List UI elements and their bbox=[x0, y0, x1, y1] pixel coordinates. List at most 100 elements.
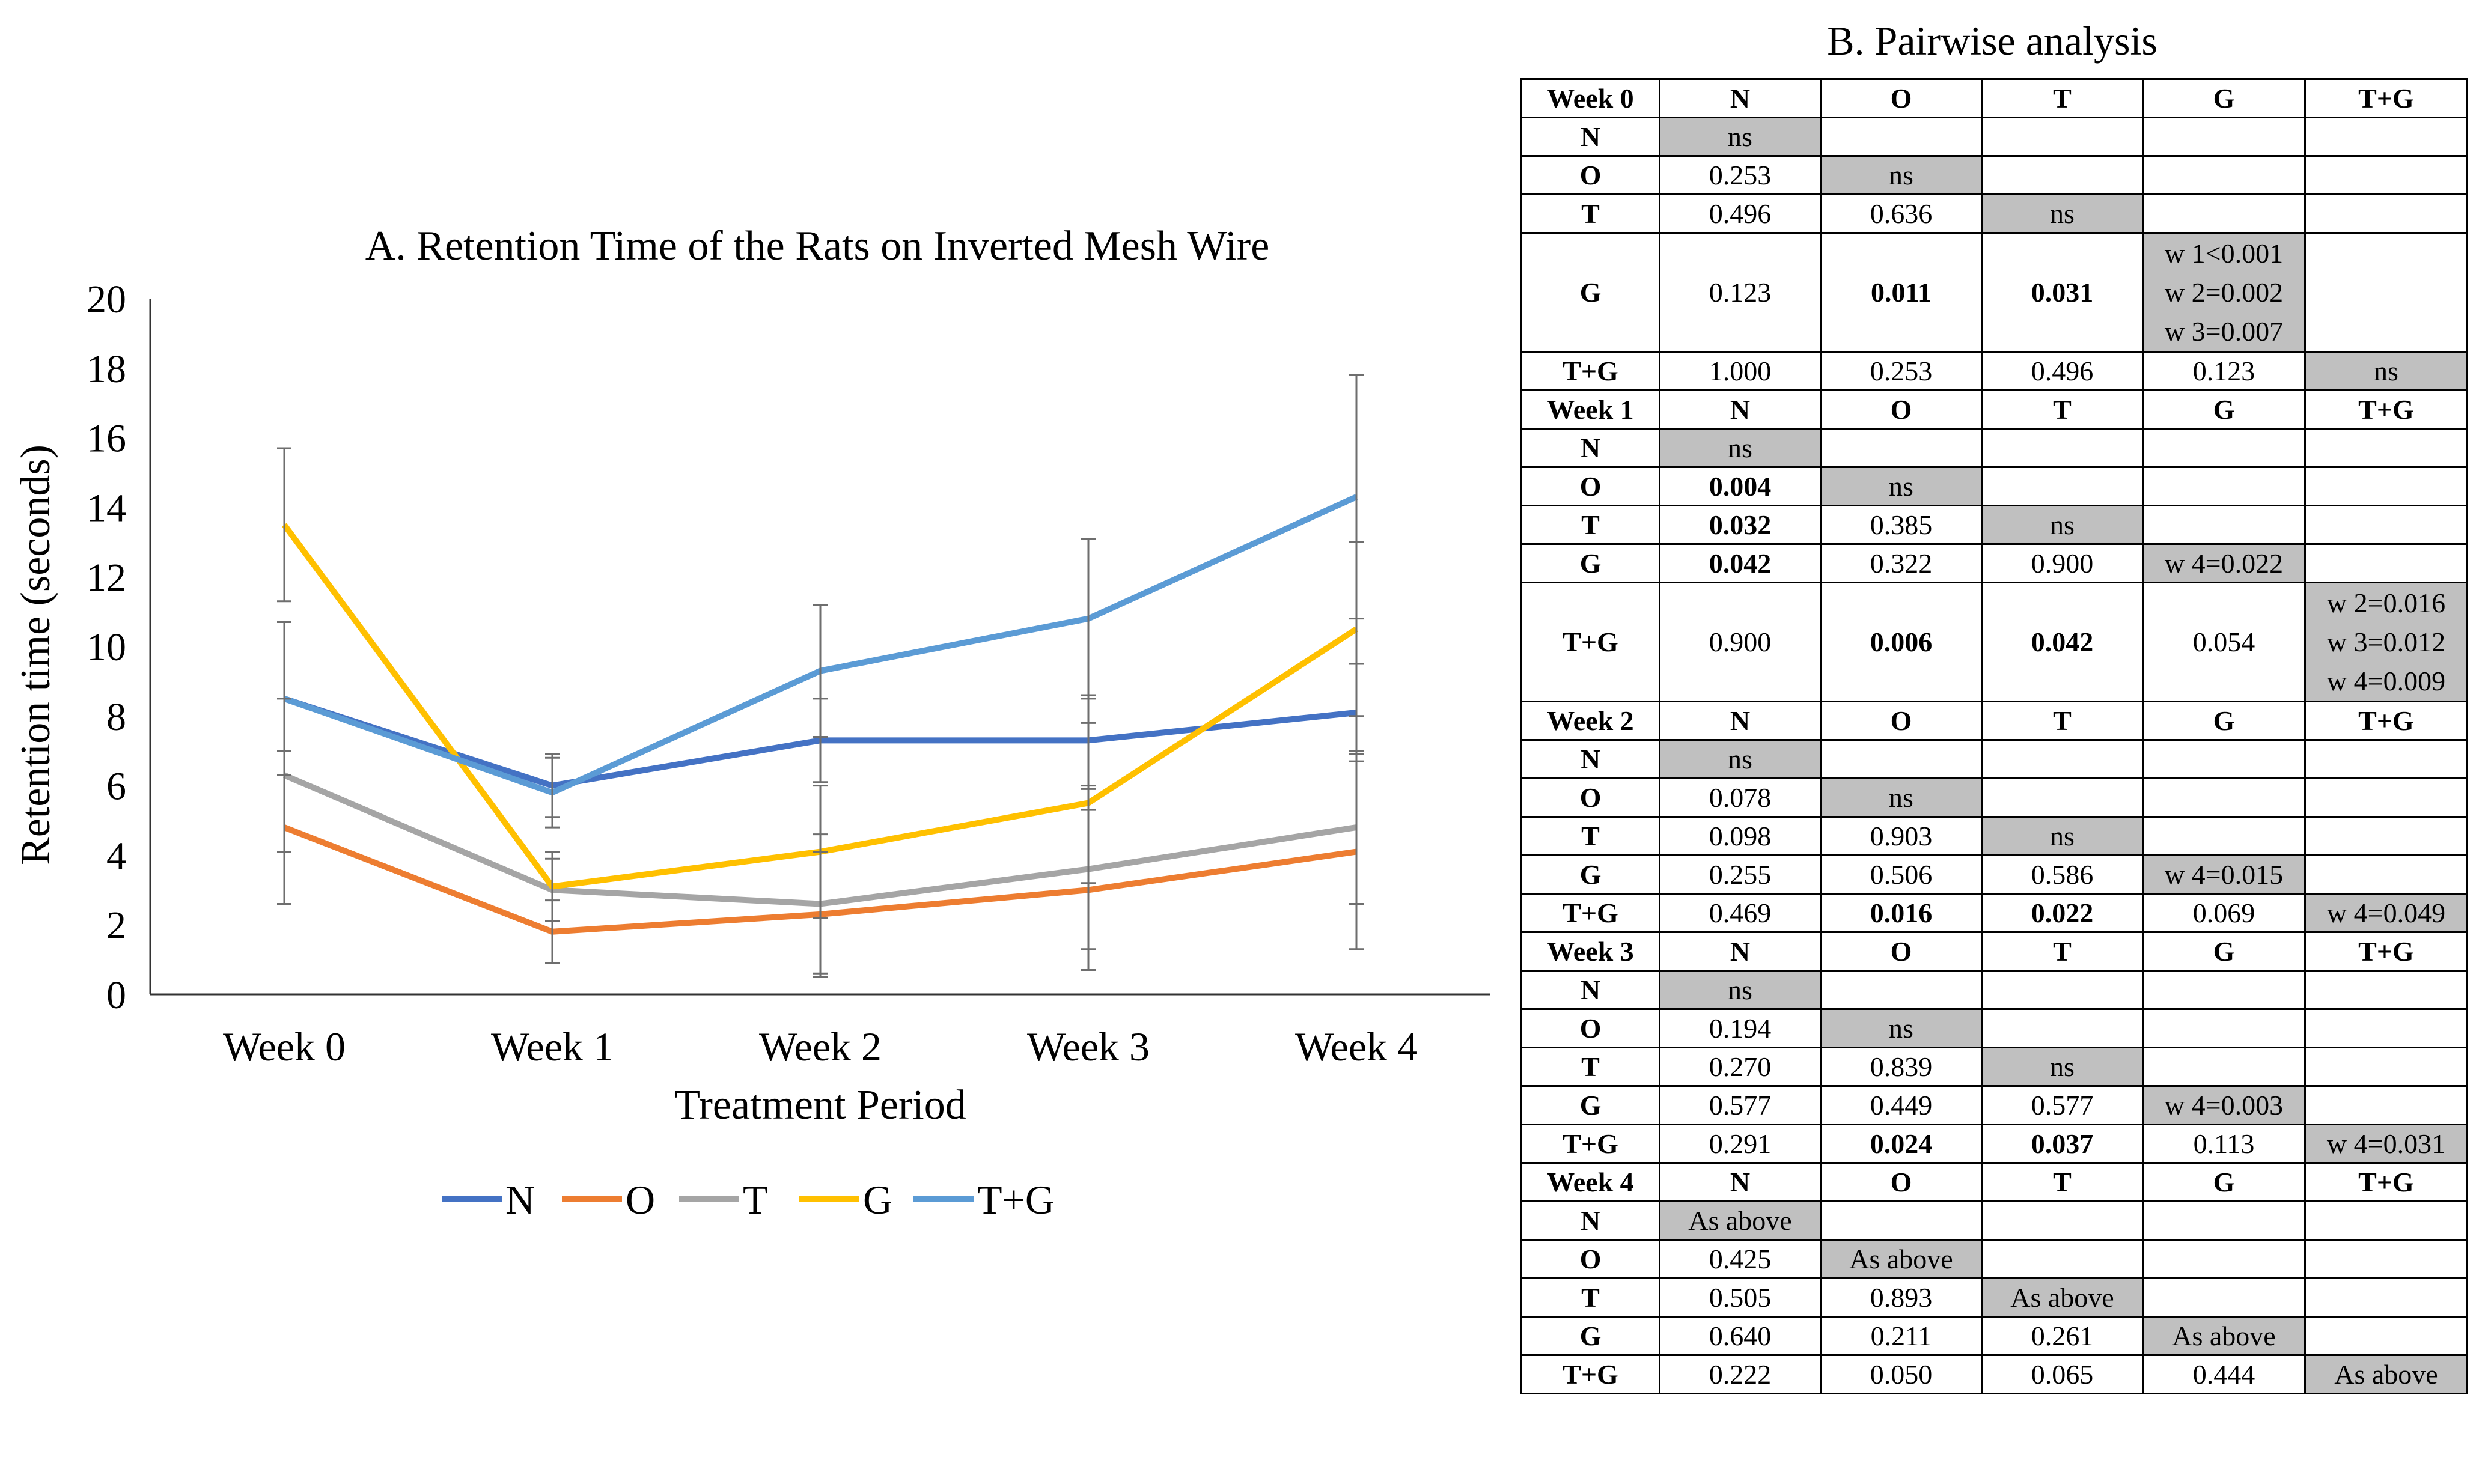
table-cell: 0.900 bbox=[1659, 582, 1822, 702]
table-cell bbox=[2142, 1277, 2306, 1318]
column-header: G bbox=[2142, 389, 2306, 430]
week-label: Week 1 bbox=[1520, 389, 1660, 430]
table-cell: 0.253 bbox=[1659, 155, 1822, 195]
table-cell bbox=[2304, 117, 2468, 157]
table-cell: 0.050 bbox=[1820, 1354, 1983, 1394]
table-cell: As above bbox=[1659, 1200, 1822, 1241]
table-cell bbox=[2304, 1200, 2468, 1241]
column-header: T+G bbox=[2304, 931, 2468, 972]
table-cell: As above bbox=[2304, 1354, 2468, 1394]
table-cell bbox=[2142, 1008, 2306, 1048]
table-cell bbox=[2304, 1008, 2468, 1048]
table-cell: 0.123 bbox=[1659, 232, 1822, 353]
table-cell: 0.425 bbox=[1659, 1239, 1822, 1279]
table-cell: 0.261 bbox=[1981, 1316, 2144, 1356]
week-label: Week 3 bbox=[1520, 931, 1660, 972]
table-cell bbox=[2304, 1316, 2468, 1356]
y-tick-label: 6 bbox=[106, 765, 126, 809]
table-cell: ns bbox=[1659, 428, 1822, 468]
table-cell: 0.123 bbox=[2142, 351, 2306, 391]
column-header: T bbox=[1981, 701, 2144, 741]
table-cell: 0.291 bbox=[1659, 1124, 1822, 1164]
table-cell bbox=[1981, 1008, 2144, 1048]
table-row: T 0.032 0.385 ns bbox=[1520, 505, 2468, 545]
row-label: T bbox=[1520, 1047, 1660, 1087]
table-cell: 0.211 bbox=[1820, 1316, 1983, 1356]
table-cell bbox=[1820, 970, 1983, 1010]
table-cell: 1.000 bbox=[1659, 351, 1822, 391]
table-cell: As above bbox=[2142, 1316, 2306, 1356]
table-cell: ns bbox=[1820, 155, 1983, 195]
table-cell bbox=[2304, 970, 2468, 1010]
table-cell: 0.270 bbox=[1659, 1047, 1822, 1087]
table-cell bbox=[1981, 1239, 2144, 1279]
row-label: G bbox=[1520, 543, 1660, 583]
table-cell bbox=[2304, 466, 2468, 506]
table-cell bbox=[1820, 428, 1983, 468]
table-cell: 0.042 bbox=[1981, 582, 2144, 702]
y-tick-label: 12 bbox=[87, 556, 126, 600]
table-cell bbox=[2142, 1239, 2306, 1279]
table-cell: 0.577 bbox=[1981, 1085, 2144, 1125]
row-label: O bbox=[1520, 777, 1660, 818]
row-label: N bbox=[1520, 117, 1660, 157]
table-cell: ns bbox=[1820, 777, 1983, 818]
row-label: T bbox=[1520, 1277, 1660, 1318]
row-label: O bbox=[1520, 1239, 1660, 1279]
legend-label-O: O bbox=[626, 1177, 655, 1223]
table-row: O 0.194 ns bbox=[1520, 1008, 2468, 1048]
table-cell: 0.253 bbox=[1820, 351, 1983, 391]
table-cell: ns bbox=[1820, 1008, 1983, 1048]
table-cell: 0.024 bbox=[1820, 1124, 1983, 1164]
table-cell bbox=[1981, 466, 2144, 506]
row-label: G bbox=[1520, 1085, 1660, 1125]
table-cell bbox=[2142, 1200, 2306, 1241]
table-cell: 0.006 bbox=[1820, 582, 1983, 702]
week-header-row: Week 0 N O T G T+G bbox=[1520, 78, 2468, 118]
week-header-row: Week 2 N O T G T+G bbox=[1520, 701, 2468, 741]
line-chart: A. Retention Time of the Rats on Inverte… bbox=[13, 223, 1490, 1223]
week-header-row: Week 1 N O T G T+G bbox=[1520, 389, 2468, 430]
table-cell bbox=[2304, 816, 2468, 856]
table-row: O 0.078 ns bbox=[1520, 777, 2468, 818]
table-cell: ns bbox=[1981, 505, 2144, 545]
table-cell: w 4=0.049 bbox=[2304, 893, 2468, 933]
table-cell: 0.022 bbox=[1981, 893, 2144, 933]
chart-title: A. Retention Time of the Rats on Inverte… bbox=[365, 223, 1270, 269]
column-header: N bbox=[1659, 1162, 1822, 1202]
table-row: T 0.098 0.903 ns bbox=[1520, 816, 2468, 856]
x-tick-label: Week 0 bbox=[223, 1024, 346, 1069]
table-cell: 0.469 bbox=[1659, 893, 1822, 933]
table-cell bbox=[1981, 970, 2144, 1010]
table-cell: 0.322 bbox=[1820, 543, 1983, 583]
table-cell bbox=[1820, 1200, 1983, 1241]
table-cell: 0.444 bbox=[2142, 1354, 2306, 1394]
y-tick-label: 10 bbox=[87, 625, 126, 669]
table-cell: ns bbox=[1659, 739, 1822, 779]
table-cell: 0.069 bbox=[2142, 893, 2306, 933]
table-cell: w 4=0.031 bbox=[2304, 1124, 2468, 1164]
table-cell: w 2=0.016 w 3=0.012 w 4=0.009 bbox=[2304, 582, 2468, 702]
table-cell bbox=[2142, 428, 2306, 468]
table-cell bbox=[2142, 505, 2306, 545]
row-label: T+G bbox=[1520, 351, 1660, 391]
column-header: N bbox=[1659, 78, 1822, 118]
row-label: T+G bbox=[1520, 893, 1660, 933]
row-label: G bbox=[1520, 1316, 1660, 1356]
week-label: Week 4 bbox=[1520, 1162, 1660, 1202]
table-cell: 0.893 bbox=[1820, 1277, 1983, 1318]
table-cell: 0.054 bbox=[2142, 582, 2306, 702]
row-label: T+G bbox=[1520, 1124, 1660, 1164]
table-cell: 0.016 bbox=[1820, 893, 1983, 933]
table-cell: 0.113 bbox=[2142, 1124, 2306, 1164]
table-cell bbox=[1820, 117, 1983, 157]
table-cell bbox=[2304, 1085, 2468, 1125]
table-cell bbox=[2304, 505, 2468, 545]
column-header: T bbox=[1981, 389, 2144, 430]
y-tick-label: 0 bbox=[106, 973, 126, 1017]
table-cell: ns bbox=[1659, 970, 1822, 1010]
y-tick-label: 14 bbox=[87, 486, 126, 530]
table-cell: 0.098 bbox=[1659, 816, 1822, 856]
